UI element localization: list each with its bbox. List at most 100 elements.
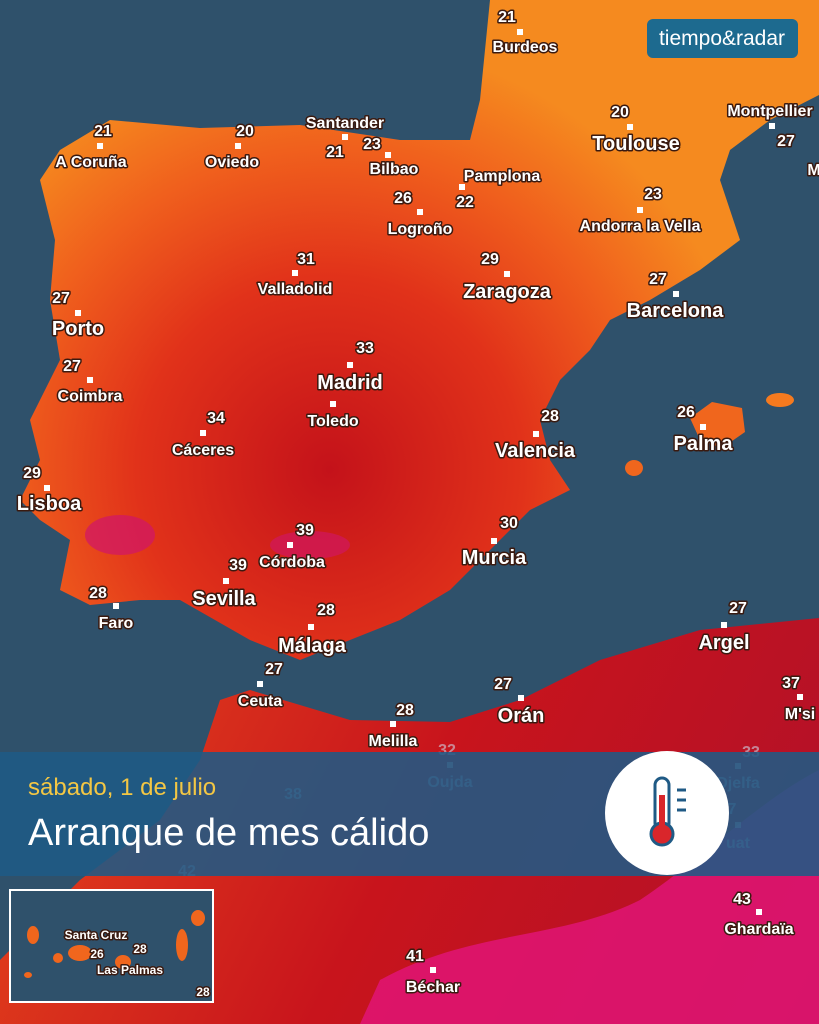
city-dot: [491, 538, 497, 544]
city-name: Logroño: [388, 221, 453, 238]
city-dot: [517, 29, 523, 35]
city-temp: 27: [52, 290, 70, 307]
city-dot: [518, 695, 524, 701]
city-name: Bilbao: [370, 161, 419, 178]
city-temp: 20: [236, 123, 254, 140]
city-dot: [390, 721, 396, 727]
city-dot: [97, 143, 103, 149]
city-name: Oviedo: [205, 154, 259, 171]
city-temp: 20: [611, 104, 629, 121]
city-name: Toulouse: [592, 133, 679, 155]
city-name: Melilla: [369, 733, 418, 750]
thermometer-icon: [605, 751, 729, 875]
city-name: Cáceres: [172, 442, 234, 459]
city-dot: [330, 401, 336, 407]
city-name: Málaga: [278, 635, 347, 657]
city-dot: [756, 909, 762, 915]
city-dot: [637, 207, 643, 213]
city-name: Coimbra: [58, 388, 123, 405]
city-dot: [700, 424, 706, 430]
banner-date: sábado, 1 de julio: [28, 774, 216, 801]
city-dot: [347, 362, 353, 368]
hot-zone: [360, 770, 819, 1024]
city-dot: [113, 603, 119, 609]
logo: tiempo&radar: [659, 27, 785, 50]
city-dot: [292, 270, 298, 276]
city-name: Ghardaïa: [724, 921, 793, 938]
city-temp: 43: [733, 891, 751, 908]
hot-zone: [85, 515, 155, 555]
city-dot: [721, 622, 727, 628]
city-temp: 28: [317, 602, 335, 619]
banner-headline: Arranque de mes cálido: [28, 812, 429, 854]
city-dot: [223, 578, 229, 584]
city-temp: 23: [363, 136, 381, 153]
city-temp: 29: [481, 251, 499, 268]
land-europe: [20, 0, 819, 660]
city-name: Argel: [698, 632, 749, 654]
city-dot: [342, 134, 348, 140]
city-name: Zaragoza: [463, 281, 552, 303]
city-dot: [533, 431, 539, 437]
city-dot: [44, 485, 50, 491]
inset-labels: Santa Cruz Las Palmas 26 28 28: [63, 927, 211, 1001]
city-temp: 22: [456, 194, 474, 211]
city-name: Madrid: [317, 372, 383, 394]
island-menorca: [766, 393, 794, 407]
city-dot: [627, 124, 633, 130]
city-dot: [797, 694, 803, 700]
city-temp: 21: [326, 144, 344, 161]
city-name: Lisboa: [17, 493, 82, 515]
city-name: M: [807, 162, 819, 179]
city-temp: 27: [729, 600, 747, 617]
city-temp: 27: [265, 661, 283, 678]
city-temp: 26: [677, 404, 695, 421]
city-temp: 39: [229, 557, 247, 574]
city-temp: 28: [396, 702, 414, 719]
city-dot: [459, 184, 465, 190]
city-temp: 41: [406, 948, 424, 965]
city-dot: [385, 152, 391, 158]
city-name: Sevilla: [192, 588, 256, 610]
city-name: Ceuta: [238, 693, 283, 710]
city-dot: [257, 681, 263, 687]
city-name: Orán: [498, 705, 545, 727]
island-mallorca: [690, 402, 745, 448]
city-temp: 28: [541, 408, 559, 425]
city-temp: 28: [89, 585, 107, 602]
inset-city: Santa Cruz: [65, 928, 128, 942]
hot-zone: [270, 531, 350, 559]
city-temp: 21: [94, 123, 112, 140]
canarias-inset: [9, 889, 214, 1003]
city-dot: [308, 624, 314, 630]
city-name: Béchar: [406, 979, 460, 996]
city-dot: [287, 542, 293, 548]
city-name: Barcelona: [627, 300, 725, 322]
city-name: M'si: [785, 706, 815, 723]
city-name: Toledo: [307, 413, 358, 430]
city-name: Pamplona: [464, 168, 541, 185]
city-temp: 27: [777, 133, 795, 150]
city-name: Valencia: [495, 440, 576, 462]
city-temp: 26: [394, 190, 412, 207]
city-name: Murcia: [462, 547, 527, 569]
inset-temp: 28: [196, 985, 210, 999]
city-temp: 33: [356, 340, 374, 357]
city-dot: [504, 271, 510, 277]
inset-temp: 26: [90, 947, 104, 961]
city-name: Andorra la Vella: [580, 218, 701, 235]
logo-box: [647, 19, 798, 58]
city-temp: 27: [63, 358, 81, 375]
city-name: A Coruña: [55, 154, 127, 171]
city-dot: [430, 967, 436, 973]
city-temp: 27: [649, 271, 667, 288]
city-temp: 34: [207, 410, 225, 427]
city-dot: [87, 377, 93, 383]
city-temp: 39: [296, 522, 314, 539]
city-dot: [200, 430, 206, 436]
city-name: Burdeos: [493, 39, 558, 56]
city-name: Valladolid: [258, 281, 333, 298]
city-dot: [417, 209, 423, 215]
inset-temp: 28: [133, 942, 147, 956]
city-dot: [75, 310, 81, 316]
